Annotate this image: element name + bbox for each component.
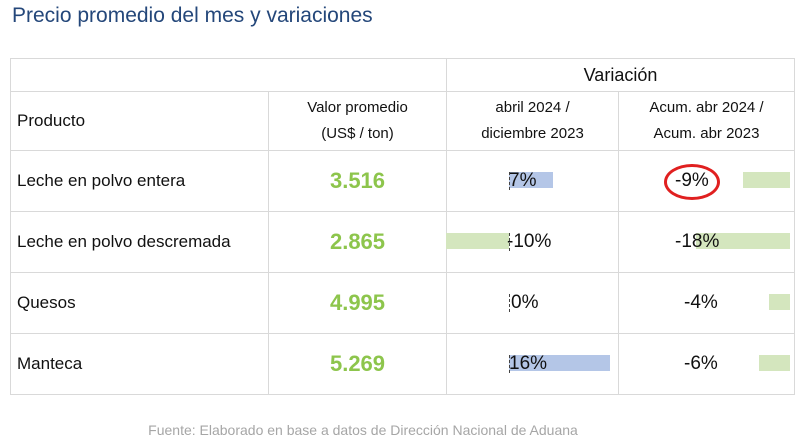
var1-pct: 0% [511,292,539,313]
var1-cell: 7% [446,150,619,212]
var1-axis [509,233,510,251]
var2-cell: -18% [618,211,795,273]
var2-cell: -4% [618,272,795,334]
var2-cell: -6% [618,333,795,395]
var1-pct: 16% [509,353,548,374]
empty-header-cell [10,58,447,92]
valor-header-line1: Valor promedio [307,99,408,116]
product-value: 2.865 [268,211,447,273]
product-name: Quesos [10,272,269,334]
var2-cell: -9% [618,150,795,212]
var1-pct: 7% [509,170,537,191]
var1-header-line2: diciembre 2023 [481,125,584,142]
product-name: Leche en polvo entera [10,150,269,212]
column-header-row: Producto Valor promedio (US$ / ton) abri… [10,91,795,151]
var2-pct: -6% [684,353,718,374]
var1-axis [509,294,510,312]
product-name: Leche en polvo descremada [10,211,269,273]
valor-header: Valor promedio (US$ / ton) [268,91,447,151]
var1-bar [446,233,509,249]
var1-cell: 16% [446,333,619,395]
valor-header-line2: (US$ / ton) [321,125,394,142]
table-row: Quesos 4.995 0% -4% [10,272,795,334]
price-table: Variación Producto Valor promedio (US$ /… [10,58,795,395]
var2-pct: -18% [675,231,720,252]
var2-header: Acum. abr 2024 / Acum. abr 2023 [618,91,795,151]
var2-header-line1: Acum. abr 2024 / [649,99,764,116]
variation-header-row: Variación [10,58,795,92]
table-row: Leche en polvo descremada 2.865 -10% -18… [10,211,795,273]
variacion-header: Variación [446,58,795,92]
var2-pct: -4% [684,292,718,313]
table-row: Manteca 5.269 16% -6% [10,333,795,395]
table-row: Leche en polvo entera 3.516 7% -9% [10,150,795,212]
var1-axis [509,355,510,373]
var1-bar [509,355,610,371]
var1-header: abril 2024 / diciembre 2023 [446,91,619,151]
source-note: Fuente: Elaborado en base a datos de Dir… [148,422,578,438]
var1-axis [509,172,510,190]
producto-header: Producto [10,91,269,151]
var1-pct: -10% [507,231,552,252]
product-value: 4.995 [268,272,447,334]
page-title: Precio promedio del mes y variaciones [12,4,373,27]
var1-bar [509,172,554,188]
var2-bar [769,294,790,310]
product-name: Manteca [10,333,269,395]
var1-cell: -10% [446,211,619,273]
var2-bar [758,355,790,371]
var2-bar [743,172,790,188]
product-value: 3.516 [268,150,447,212]
var2-bar [696,233,790,249]
var2-header-line2: Acum. abr 2023 [653,125,760,142]
var1-cell: 0% [446,272,619,334]
product-value: 5.269 [268,333,447,395]
highlight-circle [664,164,720,200]
var1-header-line1: abril 2024 / [495,99,570,116]
